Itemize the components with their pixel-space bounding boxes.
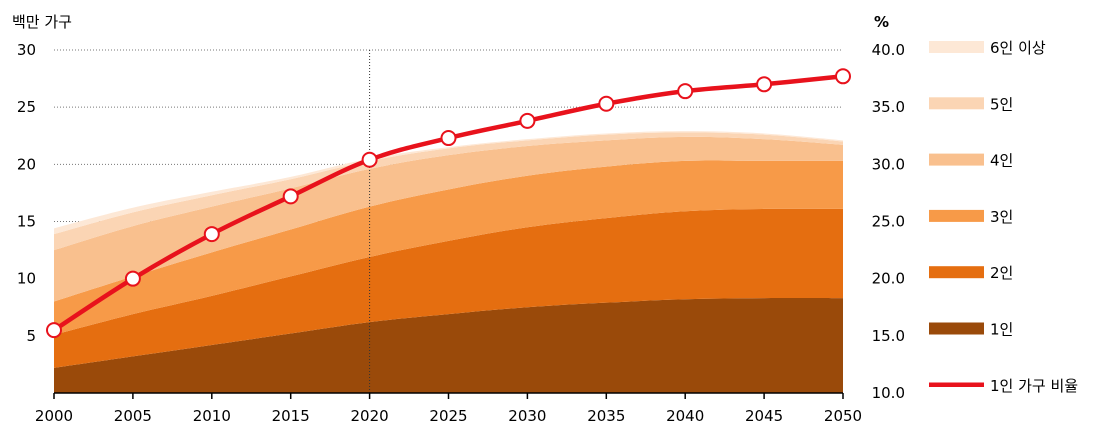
legend-swatch [929, 266, 984, 279]
legend-label: 1인 가구 비율 [990, 377, 1078, 395]
legend: 6인 이상 5인 4인 3인 2인 1인 1인 가구 비율 [929, 39, 1078, 395]
area-4인 [54, 136, 843, 302]
ratio-point [598, 95, 615, 112]
y-right-tick-label: 10.0 [872, 384, 905, 402]
legend-swatch [929, 41, 984, 53]
x-tick-label: 2030 [508, 407, 546, 425]
axes: 2000 2005 2010 2015 2020 2025 2030 2035 2040 2045… [17, 41, 905, 425]
legend-swatch [929, 97, 984, 110]
y-right-tick-label: 25.0 [872, 213, 905, 231]
y-right-axis-label: % [874, 13, 889, 31]
ratio-point [203, 226, 220, 243]
legend-label: 2인 [990, 264, 1013, 282]
ratio-point [46, 322, 62, 339]
x-tick-label: 2005 [114, 407, 152, 425]
ratio-point [282, 188, 299, 205]
legend-label: 4인 [990, 152, 1013, 170]
x-tick-label: 2035 [587, 407, 625, 425]
y-left-axis-label: 백만 가구 [12, 13, 72, 31]
y-right-tick-label: 20.0 [872, 270, 905, 288]
ratio-point [361, 151, 378, 168]
legend-swatch [929, 209, 984, 222]
y-right-tick-label: 40.0 [872, 41, 905, 59]
legend-label: 6인 이상 [990, 39, 1046, 57]
ratio-point [835, 68, 851, 85]
y-left-tick-label: 30 [17, 41, 36, 59]
stacked-areas [54, 131, 843, 393]
area-3인 [54, 160, 843, 335]
y-left-tick-label: 25 [17, 98, 36, 116]
y-right-tick-label: 15.0 [872, 327, 905, 345]
x-tick-label: 2040 [666, 407, 704, 425]
ratio-point [440, 130, 457, 147]
area-2인 [54, 208, 843, 368]
x-tick-label: 2050 [824, 407, 862, 425]
ratio-point [124, 270, 141, 287]
x-tick-label: 2020 [351, 407, 389, 425]
y-left-tick-label: 10 [17, 270, 36, 288]
y-left-tick-label: 15 [17, 213, 36, 231]
x-tick-label: 2025 [429, 407, 467, 425]
legend-label: 5인 [990, 95, 1013, 113]
x-tick-label: 2000 [35, 407, 73, 425]
x-tick-label: 2015 [272, 407, 310, 425]
legend-swatch [929, 322, 984, 335]
y-right-tick-label: 35.0 [872, 98, 905, 116]
ratio-point [519, 112, 536, 129]
ratio-point [677, 83, 694, 100]
legend-label: 3인 [990, 208, 1013, 226]
legend-swatch [929, 153, 984, 166]
ratio-line [46, 68, 851, 339]
legend-label: 1인 [990, 321, 1013, 339]
ratio-line-path [51, 74, 846, 333]
x-tick-label: 2010 [193, 407, 231, 425]
y-right-tick-label: 30.0 [872, 155, 905, 173]
y-left-tick-label: 5 [26, 327, 36, 345]
ratio-point [756, 76, 773, 93]
area-1인 [54, 298, 843, 393]
x-tick-label: 2045 [745, 407, 783, 425]
y-left-tick-label: 20 [17, 155, 36, 173]
